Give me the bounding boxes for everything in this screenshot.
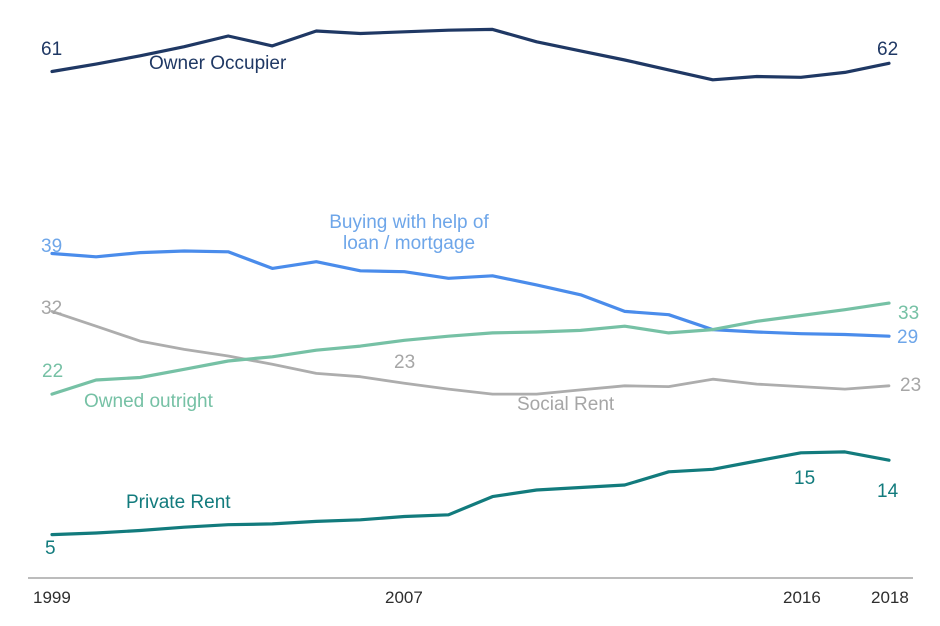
social-rent-start-value: 32	[41, 298, 63, 319]
line-owned-outright	[50, 301, 891, 396]
owner-occupier-end-value: 62	[877, 39, 899, 60]
x-tick-2016: 2016	[783, 588, 821, 607]
social-rent-series-label: Social Rent	[517, 394, 615, 415]
line-owner-occupier	[50, 27, 891, 82]
line-social-rent	[50, 309, 891, 396]
buying-mortgage-start-value: 39	[41, 236, 63, 257]
x-tick-2007: 2007	[385, 588, 423, 607]
private-rent-series-label: Private Rent	[126, 492, 231, 513]
owner-occupier-start-value: 61	[41, 39, 63, 60]
owner-occupier-series-label: Owner Occupier	[149, 53, 287, 74]
social-rent-end-value: 23	[900, 375, 922, 396]
private-rent-end-value: 14	[877, 481, 899, 502]
owned-outright-start-value: 22	[42, 361, 64, 382]
buying-mortgage-end-value: 29	[897, 327, 919, 348]
private-rent-start-value: 5	[45, 538, 56, 559]
buying-mortgage-series-label: Buying with help of loan / mortgage	[329, 212, 489, 254]
line-buying-with-mortgage	[50, 249, 891, 338]
private-rent-mid-value: 15	[794, 468, 816, 489]
line-private-rent	[50, 450, 891, 537]
owned-outright-series-label: Owned outright	[84, 391, 213, 412]
x-tick-2018: 2018	[871, 588, 909, 607]
x-tick-1999: 1999	[33, 588, 71, 607]
social-rent-mid-value: 23	[394, 352, 416, 373]
owned-outright-end-value: 33	[898, 303, 920, 324]
